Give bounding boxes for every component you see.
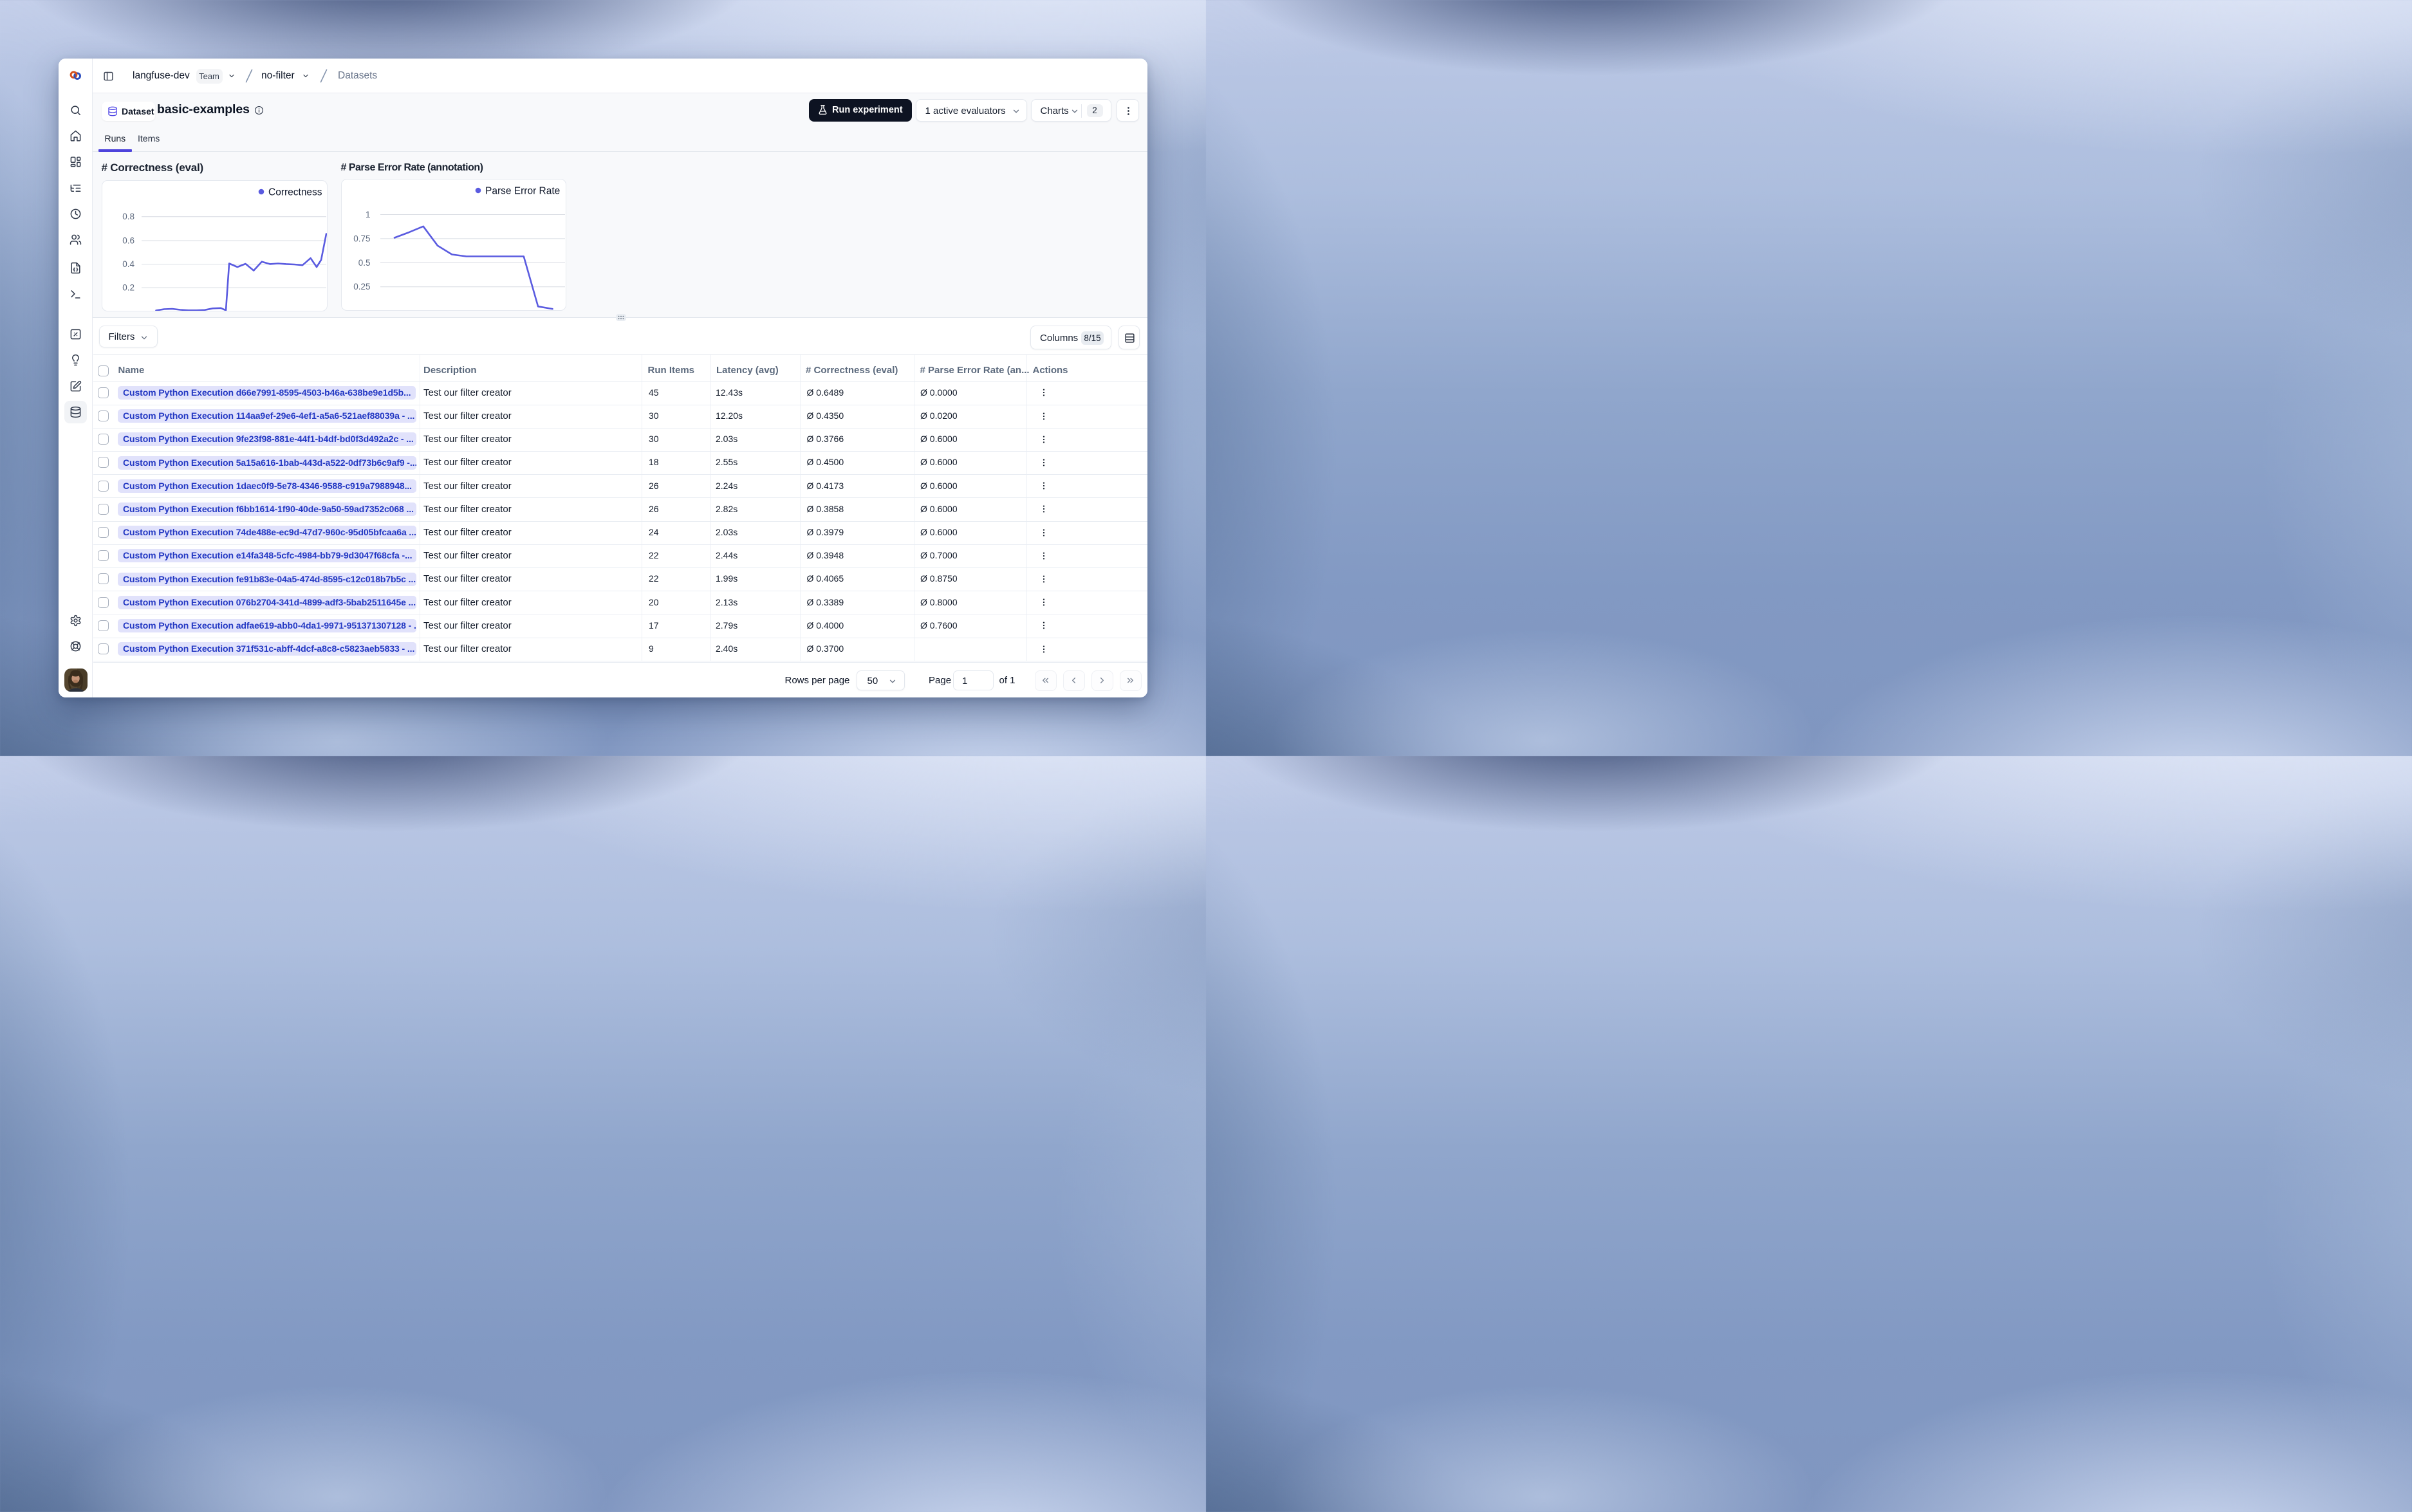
svg-text:0.4: 0.4 — [122, 259, 135, 269]
svg-text:1: 1 — [366, 210, 371, 219]
svg-text:0.25: 0.25 — [353, 282, 370, 291]
svg-text:0.75: 0.75 — [353, 234, 370, 243]
svg-text:0.2: 0.2 — [122, 282, 135, 292]
svg-text:Correctness: Correctness — [268, 187, 322, 198]
svg-text:0.5: 0.5 — [358, 258, 371, 268]
svg-text:Parse Error Rate: Parse Error Rate — [485, 186, 560, 197]
svg-text:0.6: 0.6 — [122, 235, 135, 245]
svg-text:0.8: 0.8 — [122, 212, 135, 221]
